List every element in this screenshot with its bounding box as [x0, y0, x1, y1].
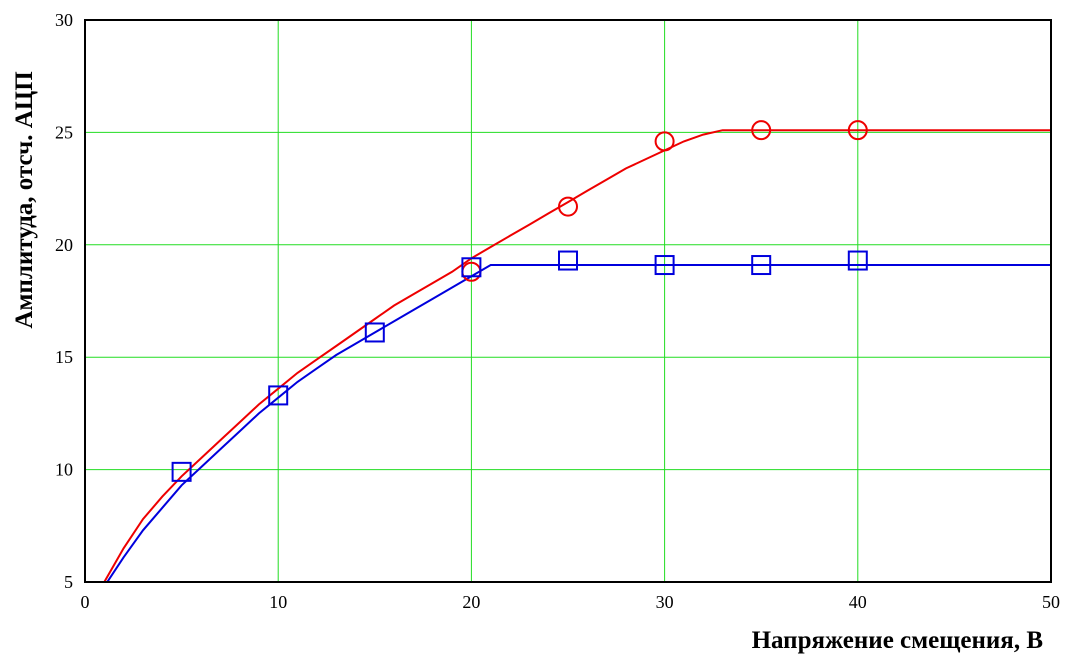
data-point-circle	[558, 196, 578, 217]
x-tick-label: 10	[269, 592, 287, 612]
data-point-square	[751, 255, 772, 276]
data-point-circle	[654, 131, 675, 152]
data-point-square	[847, 250, 868, 271]
grid	[85, 20, 1051, 582]
tick-labels: 0 10 20 30 40 50 5 10 15 20 25 30	[55, 10, 1060, 612]
data-point-square	[461, 257, 482, 278]
plot-frame	[84, 19, 1052, 583]
data-point-square	[268, 385, 289, 406]
x-tick-label: 50	[1042, 592, 1060, 612]
series-layer	[103, 129, 1051, 582]
marker-layer	[171, 120, 868, 482]
data-point-square	[558, 250, 578, 271]
x-tick-label: 0	[81, 592, 90, 612]
x-axis-title: Напряжение смещения, В	[752, 627, 1043, 654]
y-tick-label: 10	[55, 460, 73, 480]
x-tick-label: 40	[849, 592, 867, 612]
y-tick-label: 25	[55, 122, 73, 142]
y-tick-label: 15	[55, 347, 73, 367]
x-tick-label: 30	[656, 592, 674, 612]
series-line-0	[103, 129, 1051, 582]
y-axis-title: Амплитуда, отсч. АЦП	[11, 71, 38, 328]
y-tick-label: 30	[55, 10, 73, 30]
plot-background	[85, 20, 1051, 582]
data-point-circle	[847, 120, 868, 141]
data-point-square	[171, 461, 192, 482]
data-point-square	[364, 322, 385, 343]
y-tick-label: 5	[64, 572, 73, 592]
series-line-2	[106, 264, 1051, 582]
x-tick-label: 20	[462, 592, 480, 612]
y-tick-label: 20	[55, 235, 73, 255]
data-point-square	[654, 255, 675, 276]
data-point-circle	[751, 120, 772, 141]
